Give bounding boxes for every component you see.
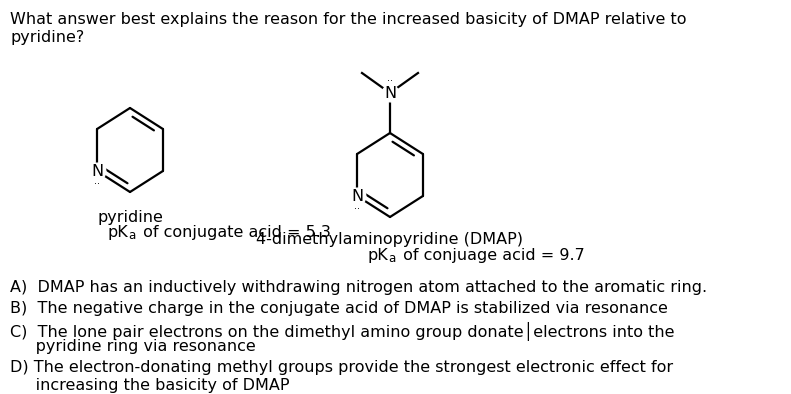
Text: pyridine: pyridine	[97, 210, 163, 225]
Text: pK: pK	[367, 248, 388, 263]
Text: of conjugate acid = 5.3: of conjugate acid = 5.3	[138, 225, 331, 240]
Text: ··: ··	[354, 204, 360, 214]
Text: A)  DMAP has an inductively withdrawing nitrogen atom attached to the aromatic r: A) DMAP has an inductively withdrawing n…	[10, 280, 707, 295]
Text: increasing the basicity of DMAP: increasing the basicity of DMAP	[10, 377, 290, 392]
Text: N: N	[384, 85, 396, 100]
Text: pyridine ring via resonance: pyridine ring via resonance	[10, 339, 255, 354]
Text: pK: pK	[108, 225, 128, 240]
Text: N: N	[91, 164, 103, 178]
Text: C)  The lone pair electrons on the dimethyl amino group donate│electrons into th: C) The lone pair electrons on the dimeth…	[10, 322, 675, 341]
Text: B)  The negative charge in the conjugate acid of DMAP is stabilized via resonanc: B) The negative charge in the conjugate …	[10, 301, 668, 316]
Text: a: a	[388, 252, 396, 265]
Text: a: a	[128, 229, 135, 242]
Text: What answer best explains the reason for the increased basicity of DMAP relative: What answer best explains the reason for…	[10, 12, 687, 27]
Text: ··: ··	[387, 76, 393, 86]
Text: of conjuage acid = 9.7: of conjuage acid = 9.7	[398, 248, 585, 263]
Text: N: N	[351, 188, 363, 203]
Text: pyridine?: pyridine?	[10, 30, 85, 45]
Text: ··: ··	[94, 179, 100, 189]
Text: D) The electron-donating methyl groups provide the strongest electronic effect f: D) The electron-donating methyl groups p…	[10, 360, 673, 375]
Text: 4-dimethylaminopyridine (DMAP): 4-dimethylaminopyridine (DMAP)	[256, 232, 524, 247]
